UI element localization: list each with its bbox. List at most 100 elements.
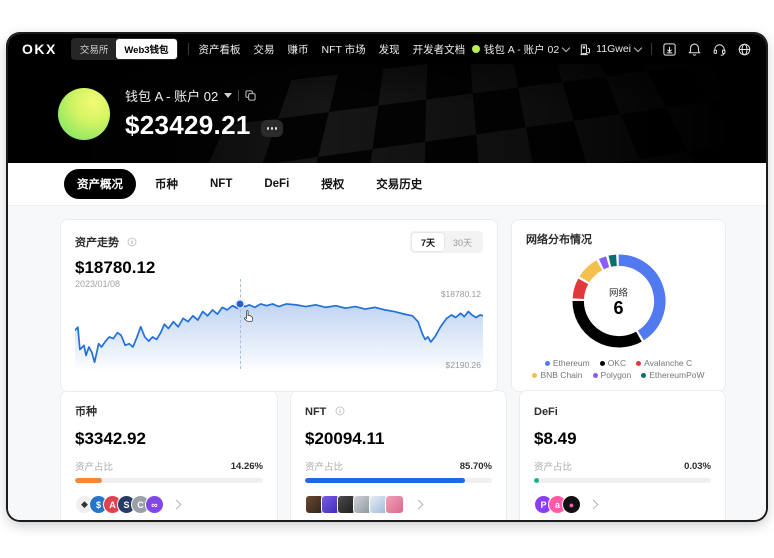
ratio-progress-bar <box>75 478 263 483</box>
ratio-progress-bar <box>534 478 711 483</box>
donut-segment-okc[interactable] <box>571 300 642 348</box>
product-toggle-option-0[interactable]: 交易所 <box>79 45 109 56</box>
gas-indicator[interactable]: 11Gwei <box>579 43 643 56</box>
ratio-progress-fill <box>305 478 466 483</box>
nav-menu-item-4[interactable]: 发现 <box>378 43 400 56</box>
nav-divider <box>651 43 652 55</box>
gas-value: 11Gwei <box>596 43 631 55</box>
product-toggle-option-1[interactable]: Web3钱包 <box>116 39 177 59</box>
trend-chart-svg <box>75 293 483 369</box>
chart-crosshair <box>240 279 242 369</box>
legend-dot <box>599 360 605 366</box>
language-button[interactable] <box>737 42 752 57</box>
donut-segment-bnb-chain[interactable] <box>579 260 602 283</box>
tab-5[interactable]: 交易历史 <box>376 179 423 191</box>
trend-chart[interactable]: $18780.12 $2190.26 <box>75 279 483 370</box>
nav-menu-item-2[interactable]: 赚币 <box>287 43 309 56</box>
donut-svg <box>571 254 665 348</box>
polygon-token-icon: ∞ <box>145 495 164 514</box>
donut-segment-ethereumpow[interactable] <box>608 254 617 267</box>
donut-center-value: 6 <box>613 297 624 318</box>
donut-segment-ethereum[interactable] <box>617 254 665 341</box>
summary-card-value: $8.49 <box>534 429 577 448</box>
nav-divider <box>187 43 189 55</box>
okx-logo[interactable]: OKX <box>22 41 57 57</box>
nav-menu-item-0[interactable]: 资产看板 <box>198 43 241 56</box>
section-tabs: 资产概况 币种 NFT DeFi 授权 交易历史 <box>8 163 766 205</box>
legend-dot <box>544 360 550 366</box>
nav-menu-item-5[interactable]: 开发者文档 <box>412 43 466 56</box>
legend-item-bnb-chain: BNB Chain <box>532 370 583 380</box>
legend-item-okc: OKC <box>599 358 626 368</box>
summary-card-title: 币种 <box>75 406 97 418</box>
download-button[interactable] <box>662 42 677 57</box>
legend-item-ethereum: Ethereum <box>544 358 590 368</box>
range-toggle: 7天 30天 <box>409 231 483 253</box>
ratio-progress-fill <box>534 478 539 483</box>
range-option-0[interactable]: 7天 <box>411 233 444 251</box>
wallet-name: 钱包 A - 账户 02 <box>125 89 219 104</box>
chevron-down-icon <box>561 43 571 53</box>
copy-address-button[interactable] <box>245 90 256 101</box>
nav-menu: 资产看板 交易 赚币 NFT 市场 发现 开发者文档 <box>199 42 466 57</box>
network-donut-chart[interactable]: 网络 6 <box>563 249 675 353</box>
chevron-down-icon <box>633 43 643 53</box>
copy-icon <box>245 90 256 101</box>
app-window: OKX 交易所 Web3钱包 资产看板 交易 赚币 NFT 市场 发现 开发者文档 钱包 A… <box>8 34 766 520</box>
account-selector[interactable]: 钱包 A - 账户 02 <box>471 42 571 57</box>
chevron-right-icon[interactable] <box>171 499 182 510</box>
summary-card-value: $3342.92 <box>75 429 146 448</box>
donut-segment-polygon[interactable] <box>598 256 609 270</box>
chevron-down-icon[interactable] <box>224 93 233 98</box>
wallet-avatar[interactable] <box>58 87 110 140</box>
ratio-label: 资产占比 <box>534 462 573 473</box>
trend-highlight-value: $18780.12 <box>75 258 156 277</box>
legend-dot <box>636 360 642 366</box>
ratio-percent: 85.70% <box>459 460 492 472</box>
summary-card-nft: NFT $20094.11 资产占比 85.70% <box>290 390 507 520</box>
tab-4[interactable]: 授权 <box>321 179 345 191</box>
ratio-label: 资产占比 <box>305 462 344 473</box>
range-option-1[interactable]: 30天 <box>452 237 472 248</box>
ratio-percent: 0.03% <box>684 460 711 472</box>
tab-1[interactable]: 币种 <box>155 179 178 191</box>
info-icon[interactable] <box>127 237 137 247</box>
chart-min-label: $2190.26 <box>445 360 481 370</box>
wallet-hero: 钱包 A - 账户 02 $23429.21 <box>8 64 766 163</box>
divider <box>238 90 240 101</box>
tab-2[interactable]: NFT <box>210 178 233 190</box>
legend-dot <box>592 372 598 378</box>
donut-segment-avalanche-c[interactable] <box>572 278 588 300</box>
hand-cursor-icon <box>244 310 254 322</box>
chevron-right-icon[interactable] <box>588 499 599 510</box>
summary-card-value: $20094.11 <box>305 429 385 448</box>
top-nav: OKX 交易所 Web3钱包 资产看板 交易 赚币 NFT 市场 发现 开发者文档 钱包 A… <box>8 34 766 64</box>
nav-menu-item-3[interactable]: NFT 市场 <box>321 43 366 56</box>
ratio-percent: 14.26% <box>230 460 263 472</box>
account-avatar-dot <box>471 45 480 53</box>
summary-card-币种: 币种 $3342.92 资产占比 14.26% ◆ $ A S C ∞ <box>60 390 278 520</box>
wallet-balance: $23429.21 <box>125 110 251 140</box>
info-icon[interactable] <box>335 406 345 416</box>
ratio-progress-fill <box>75 478 102 483</box>
asset-icons: ◆ $ A S C ∞ <box>75 495 164 514</box>
legend-item-polygon: Polygon <box>592 370 631 380</box>
nav-menu-item-1[interactable]: 交易 <box>253 43 275 56</box>
legend-item-ethereumpow: EthereumPoW <box>641 370 705 380</box>
tab-3[interactable]: DeFi <box>264 178 290 190</box>
legend-item-avalanche-c: Avalanche C <box>636 358 692 368</box>
tab-0[interactable]: 资产概况 <box>64 169 136 199</box>
chevron-right-icon[interactable] <box>413 499 424 510</box>
network-legend: Ethereum OKC Avalanche C BNB Chain Polygon Et… <box>526 358 711 380</box>
globe-icon <box>738 43 751 55</box>
more-options-button[interactable] <box>260 120 283 137</box>
asset-trend-card: 资产走势 7天 30天 $18780.12 2023/01/08 <box>60 219 498 392</box>
defi-protocol-3: ● <box>562 495 581 514</box>
account-selector-label: 钱包 A - 账户 02 <box>483 43 560 56</box>
legend-dot <box>641 372 647 378</box>
support-button[interactable] <box>712 42 727 57</box>
legend-dot <box>532 372 538 378</box>
donut-center-label: 网络 <box>608 287 628 299</box>
notifications-button[interactable] <box>687 42 702 57</box>
